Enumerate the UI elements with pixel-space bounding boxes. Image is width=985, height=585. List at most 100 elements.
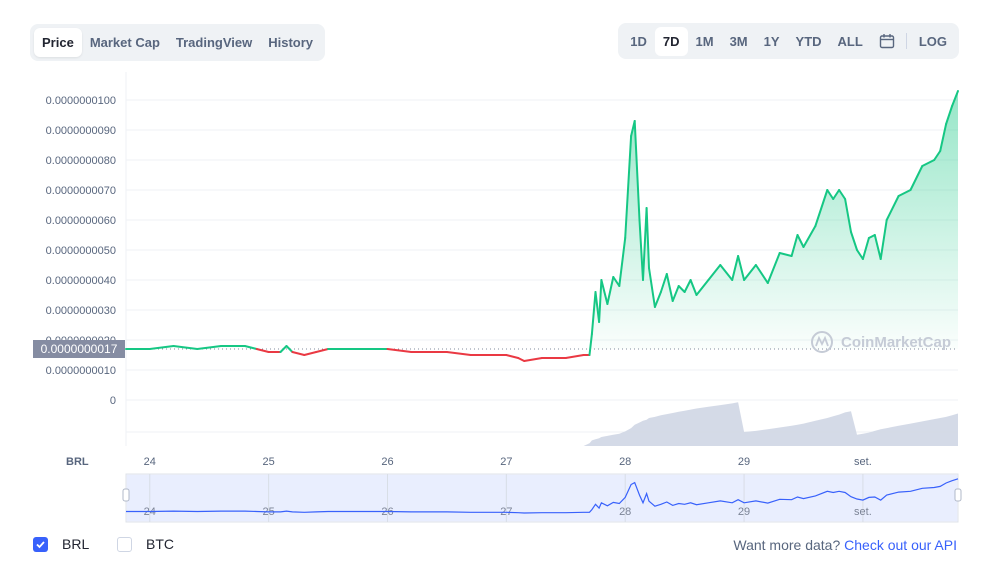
- price-line-segment: [766, 252, 781, 284]
- price-line-segment: [719, 264, 734, 281]
- price-chart: 00.00000000100.00000000200.00000000300.0…: [33, 72, 962, 523]
- price-line-segment: [517, 357, 526, 362]
- y-tick-label: 0.0000000100: [46, 95, 116, 107]
- price-line-segment: [172, 345, 199, 350]
- price-line-segment: [648, 267, 656, 308]
- price-line-segment: [885, 195, 900, 221]
- x-tick-label: 24: [144, 456, 156, 468]
- x-tick-label: 29: [738, 456, 750, 468]
- navigator-handle-left[interactable]: [122, 488, 130, 502]
- price-line-segment: [618, 237, 627, 287]
- price-line-segment: [909, 165, 924, 191]
- range-ytd[interactable]: YTD: [795, 33, 822, 49]
- price-line-segment: [564, 354, 585, 359]
- tab-market-cap[interactable]: Market Cap: [89, 35, 160, 50]
- price-line-segment: [844, 198, 852, 233]
- price-line-segment: [598, 279, 603, 323]
- price-line-segment: [612, 276, 621, 287]
- price-line-segment: [879, 219, 888, 260]
- y-tick-label: 0.0000000050: [46, 245, 116, 257]
- price-line-segment: [659, 273, 668, 293]
- tab-price[interactable]: Price: [34, 28, 82, 57]
- chart-type-tabs: Price Market Cap TradingView History: [30, 24, 326, 61]
- price-line-segment: [826, 189, 835, 200]
- price-line-segment: [677, 285, 686, 293]
- navigator-handle-right[interactable]: [954, 488, 962, 502]
- range-items: 1D 7D 1M 3M 1Y YTD ALL: [622, 26, 871, 56]
- api-promo: Want more data? Check out our API: [733, 537, 957, 553]
- price-line-segment: [671, 285, 680, 302]
- range-3m[interactable]: 3M: [729, 33, 748, 49]
- price-line-segment: [653, 291, 662, 308]
- api-link[interactable]: Check out our API: [844, 537, 957, 553]
- x-tick-label: 28: [619, 456, 631, 468]
- price-line-segment: [707, 264, 722, 281]
- range-1d[interactable]: 1D: [630, 33, 647, 49]
- price-line-segment: [665, 273, 674, 302]
- price-line-segment: [148, 345, 175, 350]
- price-line-segment: [778, 252, 793, 257]
- range-7d[interactable]: 7D: [654, 26, 688, 56]
- tab-history[interactable]: History: [268, 35, 314, 50]
- price-line-segment: [505, 354, 520, 359]
- price-line-segment: [523, 357, 543, 362]
- y-tick-label: 0.0000000080: [46, 155, 116, 167]
- price-line-segment: [945, 105, 954, 125]
- btc-checkbox[interactable]: [117, 536, 132, 552]
- price-line-segment: [642, 207, 648, 281]
- y-tick-label: 0.0000000010: [46, 365, 116, 377]
- price-line-segment: [867, 234, 876, 239]
- price-line-segment: [873, 234, 882, 260]
- price-line-segment: [689, 279, 698, 296]
- price-line-segment: [645, 207, 650, 269]
- price-line-segment: [921, 159, 936, 167]
- range-1m[interactable]: 1M: [695, 33, 714, 49]
- price-line-segment: [933, 150, 942, 161]
- price-line-segment: [624, 135, 633, 239]
- price-line-segment: [897, 189, 912, 197]
- price-line-segment: [754, 264, 769, 284]
- price-line-segment: [832, 189, 841, 200]
- price-line-segment: [600, 279, 609, 305]
- price-line-segment: [796, 234, 805, 248]
- price-line-segment: [315, 348, 330, 353]
- price-line-segment: [590, 291, 597, 335]
- currency-label: BRL: [66, 456, 89, 468]
- navigator-line: [126, 478, 959, 514]
- price-line-segment: [255, 348, 270, 353]
- price-line-segment: [638, 219, 644, 281]
- check-icon: [36, 540, 45, 548]
- volume-area: [126, 402, 958, 446]
- current-price-value: 0.0000000017: [41, 342, 118, 356]
- y-tick-label: 0: [110, 395, 116, 407]
- navigator-selection: [127, 475, 957, 521]
- price-line-segment: [279, 345, 288, 353]
- price-line-segment: [445, 351, 472, 356]
- log-toggle[interactable]: LOG: [918, 33, 947, 49]
- price-line-segment: [196, 345, 223, 350]
- coinmarketcap-logo-icon: [811, 331, 833, 353]
- range-all[interactable]: ALL: [837, 33, 863, 49]
- price-line-segment: [850, 231, 858, 251]
- tab-tradingview[interactable]: TradingView: [175, 35, 253, 50]
- price-line-segment: [291, 351, 306, 356]
- brl-toggle[interactable]: BRL: [33, 536, 89, 552]
- price-line-segment: [856, 249, 864, 260]
- y-tick-label: 0.0000000060: [46, 215, 116, 227]
- price-line-segment: [606, 276, 615, 305]
- price-line-segment: [743, 264, 757, 281]
- separator: [905, 33, 907, 49]
- coinmarketcap-logo-mark: [815, 335, 829, 347]
- y-tick-label: 0.0000000090: [46, 125, 116, 137]
- btc-toggle[interactable]: BTC: [117, 536, 174, 552]
- price-line-segment: [814, 189, 829, 227]
- price-line-segment: [802, 225, 817, 248]
- price-line-segment: [588, 333, 593, 356]
- calendar-icon[interactable]: [879, 33, 895, 49]
- x-tick-label: 27: [500, 456, 512, 468]
- btc-label: BTC: [146, 536, 174, 552]
- range-1y[interactable]: 1Y: [763, 33, 780, 49]
- price-line-segment: [386, 348, 413, 353]
- range-selector: 1D 7D 1M 3M 1Y YTD ALL LOG: [618, 23, 959, 59]
- brl-checkbox[interactable]: [33, 536, 48, 552]
